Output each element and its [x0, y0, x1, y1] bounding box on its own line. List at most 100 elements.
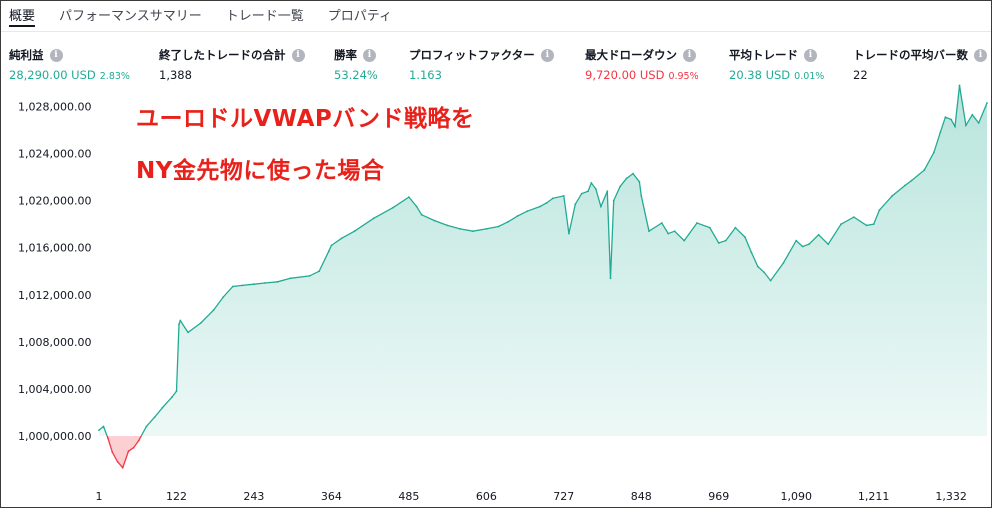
equity-point — [594, 188, 597, 190]
info-icon[interactable]: i — [683, 48, 696, 62]
equity-point — [817, 233, 820, 236]
equity-point — [107, 437, 109, 440]
profit-area — [99, 85, 987, 436]
equity-point — [795, 239, 798, 242]
equity-point — [526, 210, 529, 213]
equity-point — [891, 195, 894, 197]
equity-point — [744, 236, 746, 239]
equity-point — [750, 251, 753, 254]
equity-point — [939, 131, 942, 134]
stat-percent: 2.83% — [99, 71, 130, 82]
info-icon[interactable]: i — [363, 48, 376, 62]
equity-point — [145, 425, 148, 428]
equity-point — [353, 230, 356, 233]
equity-point — [638, 180, 641, 183]
x-tick-label: 485 — [398, 490, 419, 503]
info-icon[interactable]: i — [974, 48, 987, 62]
stat-value: 20.38 USD — [729, 68, 791, 82]
equity-point — [330, 244, 333, 247]
equity-point — [923, 169, 926, 172]
equity-point — [619, 185, 621, 188]
equity-point — [600, 205, 602, 208]
equity-point — [590, 182, 593, 184]
equity-point — [986, 102, 988, 104]
stat-label: 最大ドローダウン — [585, 48, 677, 62]
x-tick-label: 243 — [243, 490, 264, 503]
info-icon[interactable]: i — [49, 48, 63, 62]
equity-point — [971, 113, 974, 116]
equity-point — [717, 242, 720, 244]
equity-point — [516, 215, 519, 217]
equity-point — [539, 205, 541, 208]
equity-point — [958, 84, 961, 87]
equity-point — [545, 202, 548, 204]
equity-point — [253, 283, 255, 286]
stat-max-drawdown: 最大ドローダウン i 9,720.00 USD 0.95% — [585, 47, 699, 82]
tab-trade-list[interactable]: トレード一覧 — [225, 9, 304, 24]
equity-point — [827, 243, 830, 246]
equity-point — [568, 232, 570, 235]
equity-point — [734, 226, 737, 229]
equity-point — [562, 195, 565, 197]
equity-point — [612, 199, 615, 202]
equity-point — [408, 196, 410, 199]
stat-value: 28,290.00 USD — [9, 68, 96, 82]
stat-net-profit: 純利益 i 28,290.00 USD 2.83% — [9, 47, 130, 82]
x-tick-label: 727 — [553, 490, 574, 503]
y-tick-label: 1,012,000.00 — [18, 289, 91, 302]
equity-point — [199, 322, 202, 324]
annotation-line-1: ユーロドルVWAPバンド戦略を — [136, 106, 475, 132]
equity-point — [340, 237, 343, 240]
x-tick-label: 1,090 — [780, 490, 812, 503]
equity-point — [327, 250, 330, 253]
tab-performance-summary[interactable]: パフォーマンスサマリー — [59, 9, 202, 24]
equity-point — [954, 125, 956, 128]
equity-point — [372, 217, 375, 220]
equity-point — [231, 285, 234, 288]
stat-value: 9,720.00 USD — [585, 68, 665, 82]
equity-point — [977, 122, 980, 124]
equity-point — [933, 151, 935, 154]
equity-point — [175, 390, 178, 393]
equity-point — [673, 230, 676, 233]
info-icon[interactable]: i — [540, 48, 554, 62]
info-icon[interactable]: i — [291, 48, 305, 62]
stat-label: プロフィットファクター — [409, 48, 535, 62]
y-tick-label: 1,024,000.00 — [18, 148, 91, 161]
equity-point — [121, 466, 124, 469]
equity-point — [696, 222, 698, 224]
stat-label: 平均トレード — [729, 48, 798, 62]
equity-point — [756, 265, 759, 268]
equity-point — [801, 245, 804, 248]
report-tabs: 概要 パフォーマンスサマリー トレード一覧 プロパティ — [9, 5, 392, 27]
equity-point — [222, 296, 225, 298]
equity-point — [632, 172, 634, 175]
equity-point — [782, 262, 785, 264]
y-tick-label: 1,004,000.00 — [18, 383, 91, 396]
x-tick-label: 1,211 — [858, 490, 890, 503]
equity-point — [640, 195, 643, 197]
tab-overview[interactable]: 概要 — [9, 5, 36, 27]
equity-point — [171, 396, 173, 398]
y-tick-label: 1,016,000.00 — [18, 242, 91, 255]
info-icon[interactable]: i — [804, 48, 817, 62]
equity-point — [763, 271, 766, 274]
equity-point — [587, 190, 589, 193]
equity-point — [574, 203, 577, 206]
equity-point — [667, 232, 670, 235]
equity-point — [187, 331, 189, 334]
equity-point — [446, 224, 449, 227]
equity-point — [212, 309, 215, 311]
equity-point — [116, 460, 119, 463]
equity-point — [625, 177, 628, 180]
equity-point — [276, 280, 279, 283]
x-tick-label: 969 — [708, 490, 729, 503]
equity-point — [102, 425, 105, 428]
equity-point — [724, 239, 727, 242]
equity-point — [852, 216, 855, 219]
equity-point — [161, 406, 164, 409]
equity-point — [609, 277, 612, 280]
tab-properties[interactable]: プロパティ — [327, 9, 393, 24]
equity-point — [472, 230, 474, 233]
stat-average-trade: 平均トレード i 20.38 USD 0.01% — [729, 47, 824, 82]
